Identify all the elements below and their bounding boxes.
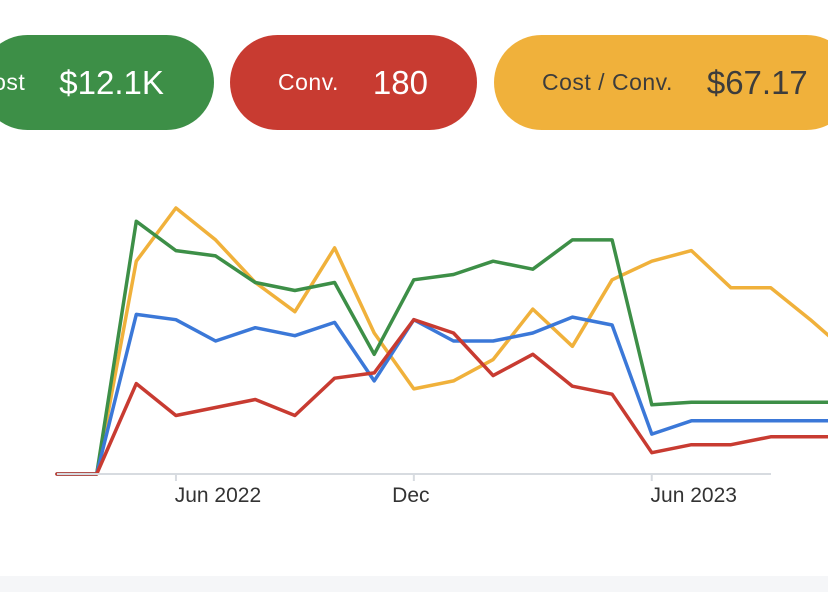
bottom-divider-bar	[0, 576, 828, 592]
cost-metric-chip[interactable]: Cost $12.1K	[0, 35, 214, 130]
cost-label: Cost	[0, 69, 26, 95]
x-tick-label: Jun 2023	[651, 484, 737, 507]
x-axis-ticks: Jun 2022 Dec Jun 2023	[175, 474, 737, 507]
cost-per-conversion-label: Cost / Conv.	[542, 69, 673, 95]
impressions-series-line	[55, 312, 828, 476]
x-tick-label: Jun 2022	[175, 484, 261, 507]
conversions-value: 180	[372, 63, 428, 101]
cost-per-conv-series-line	[55, 206, 828, 476]
cost-series-line	[55, 219, 828, 476]
conversions-series-line	[55, 317, 828, 476]
performance-line-chart[interactable]: Jun 2022 Dec Jun 2023	[0, 150, 828, 530]
conversions-metric-chip[interactable]: Conv. 180	[230, 35, 477, 130]
conversions-label: Conv.	[278, 69, 339, 95]
cost-per-conversion-value: $67.17	[706, 63, 808, 101]
x-tick-label: Dec	[392, 484, 429, 507]
chart-series-layer	[55, 206, 828, 476]
cost-per-conversion-metric-chip[interactable]: Cost / Conv. $67.17	[494, 35, 828, 130]
cost-value: $12.1K	[59, 63, 164, 101]
